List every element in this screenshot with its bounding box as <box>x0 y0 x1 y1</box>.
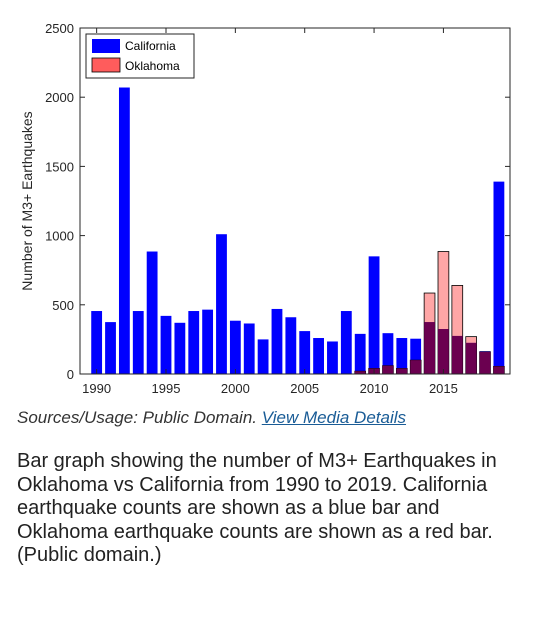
bar-overlap-2011 <box>382 365 394 374</box>
bar-california-2011 <box>382 333 394 374</box>
bar-california-2019 <box>493 181 505 374</box>
x-tick-label-2010: 2010 <box>360 381 389 396</box>
bar-california-1999 <box>216 234 227 374</box>
y-tick-label-1500: 1500 <box>45 159 74 174</box>
bar-california-2009 <box>354 333 366 374</box>
image-caption: Bar graph showing the number of M3+ Eart… <box>17 450 497 566</box>
bar-california-2004 <box>285 317 297 374</box>
legend: California Oklahoma <box>85 33 195 79</box>
legend-swatch-oklahoma <box>91 57 121 73</box>
bar-overlap-2017 <box>465 342 477 374</box>
bar-overlap-2013 <box>410 360 422 374</box>
bar-california-1994 <box>146 251 158 374</box>
bar-california-1991 <box>105 322 116 374</box>
legend-label-california: California <box>125 39 176 53</box>
bar-california-2006 <box>313 338 324 374</box>
y-tick-label-2000: 2000 <box>45 90 74 105</box>
x-tick-label-2005: 2005 <box>290 381 319 396</box>
credit-text: Sources/Usage: Public Domain. <box>17 408 258 427</box>
bar-california-2012 <box>396 338 408 374</box>
bar-overlap-2015 <box>438 329 449 374</box>
bar-overlap-2018 <box>479 351 491 374</box>
bar-california-2013 <box>410 338 422 374</box>
y-tick-label-2500: 2500 <box>45 21 74 36</box>
x-tick-label-1995: 1995 <box>152 381 181 396</box>
bar-california-1990 <box>91 311 103 374</box>
x-tick-label-2015: 2015 <box>429 381 458 396</box>
plot-frame <box>79 27 511 375</box>
bar-california-2003 <box>271 308 283 374</box>
bar-overlap-2009 <box>354 371 366 374</box>
bar-california-1996 <box>174 322 186 374</box>
bar-california-2005 <box>299 331 311 374</box>
y-tick-label-500: 500 <box>52 298 74 313</box>
bar-california-2010 <box>368 256 380 374</box>
bar-california-1995 <box>160 315 172 374</box>
bar-california-1998 <box>202 309 214 374</box>
bar-california-2008 <box>340 311 352 374</box>
x-tick-label-2000: 2000 <box>221 381 250 396</box>
bar-california-1992 <box>118 87 130 375</box>
bar-overlap-2016 <box>451 335 463 374</box>
ticks-layer: 1990 1995 2000 2005 2010 2015 0 500 1000 1500 2000… <box>45 21 510 396</box>
bar-overlap-2019 <box>493 366 505 374</box>
y-tick-label-1000: 1000 <box>45 229 74 244</box>
bar-california-1997 <box>188 311 200 374</box>
bar-california-2007 <box>327 341 338 374</box>
legend-label-oklahoma: Oklahoma <box>125 59 180 73</box>
bar-overlap-2012 <box>396 368 408 374</box>
earthquake-bar-chart: 1990 1995 2000 2005 2010 2015 0 500 1000 1500 2000… <box>19 21 511 396</box>
media-credit: Sources/Usage: Public Domain. View Media… <box>17 408 406 428</box>
bar-california-2000 <box>229 320 241 374</box>
y-tick-label-0: 0 <box>67 367 74 382</box>
bar-california-2002 <box>257 339 269 374</box>
legend-swatch-california <box>92 39 120 53</box>
view-media-details-link[interactable]: View Media Details <box>261 408 407 427</box>
bar-california-2001 <box>243 323 255 374</box>
y-axis-label: Number of M3+ Earthquakes <box>19 111 35 290</box>
bar-california-1993 <box>132 311 144 374</box>
bar-overlap-2014 <box>424 322 435 374</box>
x-tick-label-1990: 1990 <box>82 381 111 396</box>
